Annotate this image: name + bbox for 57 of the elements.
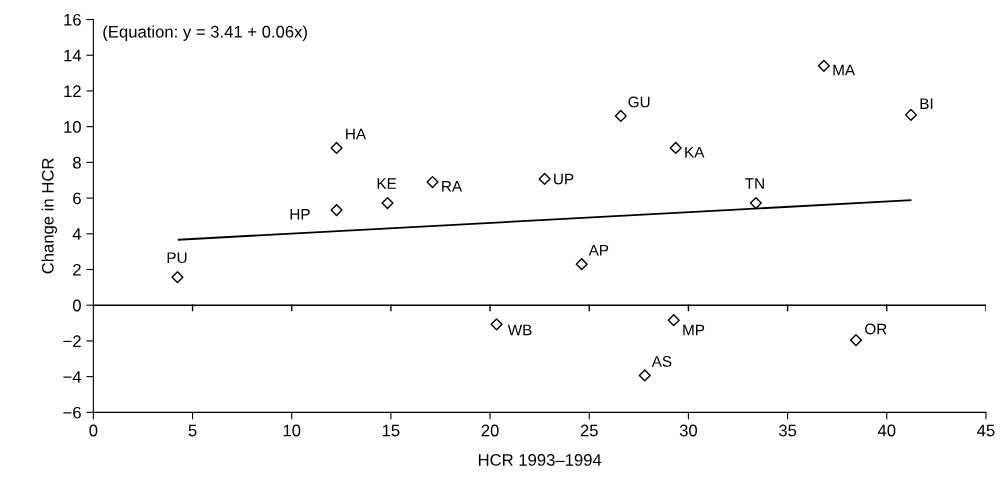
point: [381, 197, 394, 210]
point: [614, 109, 627, 123]
x-tick-label: 45: [977, 424, 995, 437]
annotation: AP: [588, 244, 609, 256]
annotation: WB: [507, 324, 532, 336]
y-tick-label: 12: [64, 85, 81, 97]
x-tick-label: 35: [778, 424, 797, 437]
point: [817, 59, 830, 72]
point: [426, 175, 439, 189]
y-tick-label: 0: [72, 299, 81, 312]
annotation: PU: [167, 252, 187, 264]
x-tick-label: 15: [382, 424, 400, 437]
annotation: OR: [865, 323, 887, 335]
annotation: MA: [833, 64, 856, 76]
annotation: UP: [554, 173, 574, 185]
point: [638, 369, 651, 382]
y-tick-label: −2: [63, 335, 81, 347]
annotation: RA: [442, 181, 463, 192]
annotation: HA: [346, 128, 367, 140]
point: [538, 172, 551, 186]
point: [490, 318, 503, 331]
annotation: TN: [745, 178, 764, 189]
y-axis-title: Change in HCR: [41, 158, 58, 274]
x-tick-label: 20: [481, 424, 499, 437]
x-tick-label: 30: [679, 424, 698, 437]
annotation: HP: [290, 209, 310, 220]
x-axis-title: HCR 1993–1994: [478, 454, 602, 466]
y-tick-label: 6: [73, 192, 81, 205]
annotation: BI: [920, 98, 933, 109]
x-tick-label: 10: [283, 424, 301, 437]
annotation: KA: [685, 146, 705, 158]
y-tick-label: −6: [63, 406, 81, 419]
point: [171, 271, 184, 284]
annotation: AS: [651, 356, 672, 367]
x-tick-label: 0: [89, 424, 98, 437]
y-tick-label: 4: [72, 228, 82, 240]
y-tick-label: 10: [64, 121, 81, 133]
x-tick-label: 5: [188, 424, 197, 437]
annotation: GU: [628, 96, 650, 108]
y-tick-label: 14: [64, 49, 82, 62]
point: [849, 334, 863, 347]
point: [330, 141, 343, 154]
point: [667, 314, 680, 327]
y-tick-label: 16: [64, 13, 81, 26]
point: [575, 258, 588, 271]
point: [669, 141, 682, 154]
annotation: (Equation: y = 3.41 + 0.06x): [103, 25, 307, 41]
y-tick-label: 8: [73, 156, 81, 169]
point: [904, 108, 918, 121]
point: [330, 203, 343, 217]
x-tick-label: 40: [877, 424, 896, 437]
annotation: MP: [683, 324, 705, 336]
point: [749, 197, 762, 210]
y-tick-label: 2: [73, 263, 81, 276]
x-tick-label: 25: [580, 424, 598, 437]
annotation: KE: [377, 178, 397, 189]
y-tick-label: −4: [63, 371, 82, 383]
